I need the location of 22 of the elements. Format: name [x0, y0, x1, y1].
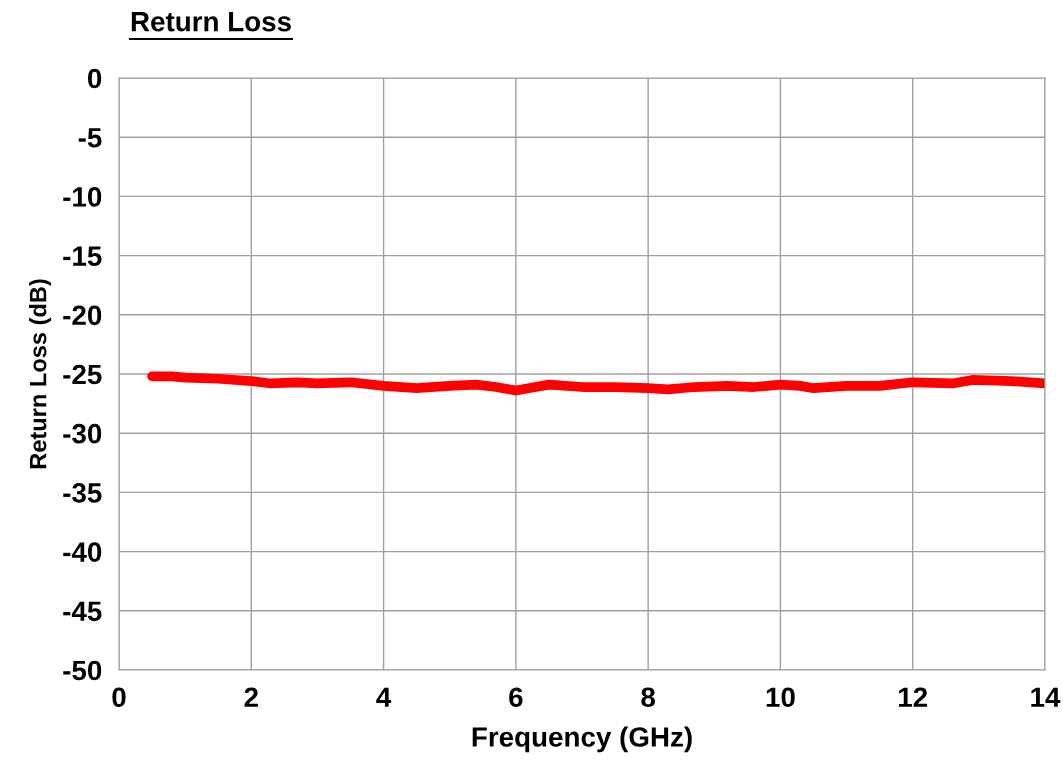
y-axis-title: Return Loss (dB) [29, 279, 52, 469]
y-tick-label: -50 [63, 660, 102, 681]
y-tick-label: -30 [63, 423, 102, 444]
y-tick-label: -25 [63, 364, 102, 385]
x-axis-title: Frequency (GHz) [472, 726, 692, 753]
y-tick-label: 0 [87, 68, 102, 89]
x-tick-label: 14 [1031, 687, 1061, 707]
x-tick-label: 10 [766, 687, 795, 708]
y-tick-label: -15 [63, 246, 102, 266]
x-tick-label: 8 [641, 687, 656, 708]
x-tick-label: 2 [244, 687, 258, 707]
x-tick-label: 6 [509, 687, 523, 708]
x-tick-label: 12 [899, 687, 928, 707]
y-tick-label: -5 [78, 128, 102, 148]
y-tick-label: -45 [63, 601, 102, 622]
x-tick-label: 4 [376, 687, 392, 707]
y-tick-label: -10 [63, 187, 102, 207]
x-tick-label: 0 [112, 687, 126, 708]
y-tick-label: -20 [63, 305, 102, 326]
y-tick-label: -40 [63, 542, 102, 562]
y-tick-label: -35 [63, 483, 102, 503]
chart-title: Return Loss [131, 12, 291, 32]
